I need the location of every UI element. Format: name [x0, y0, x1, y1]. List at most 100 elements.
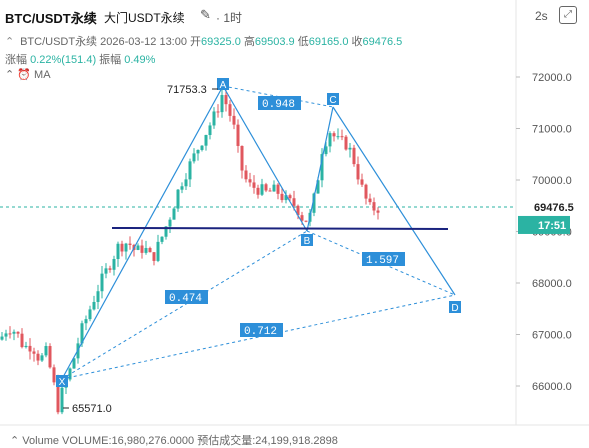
candle-body [296, 205, 300, 216]
candle-body [152, 252, 156, 261]
candle-body [212, 111, 216, 126]
candle-body [204, 134, 208, 146]
candle-body [264, 184, 268, 191]
pattern-leg [306, 106, 334, 232]
pattern-point-badge [301, 234, 313, 246]
candle-body [184, 179, 188, 187]
candle-body [364, 184, 368, 199]
chart-header: BTC/USDT永续 大门USDT永续 ✎ · 1时 2s ⤢ [0, 0, 589, 30]
candle-body [228, 104, 232, 116]
candle-body [40, 355, 44, 361]
candle-body [164, 226, 168, 237]
candle-body [192, 153, 196, 162]
candle-body [128, 243, 132, 245]
chevron-up-icon[interactable]: ⌃ [5, 36, 15, 48]
symbol-title[interactable]: BTC/USDT永续 [5, 11, 97, 26]
timeframe-label[interactable]: · 1时 [216, 11, 243, 25]
pattern-leg [61, 85, 224, 380]
support-line [111, 227, 449, 230]
candle-body [292, 198, 296, 206]
ratio-bc-d-tag-bg [362, 252, 405, 266]
chart-grid [0, 0, 589, 426]
candle-body [236, 124, 240, 146]
price-tick-label: 66000.0 [532, 381, 572, 393]
candle-body [20, 333, 24, 348]
candle-body [84, 319, 88, 324]
candle-body [48, 346, 52, 368]
candle-body [312, 193, 316, 213]
indicator-legend: ⌃ ⏰ MA [5, 68, 51, 81]
chevron-up-icon[interactable]: ⌃ [5, 69, 15, 81]
candle-body [376, 210, 380, 213]
pattern-lines [61, 85, 456, 380]
change-label: 涨幅 [5, 54, 27, 66]
pattern-point-label: C [329, 95, 336, 106]
close-label: 收 [351, 36, 363, 48]
change-value: 0.22%(151.4) [30, 54, 97, 66]
candle-body [300, 215, 304, 221]
pattern-point-label: X [59, 377, 66, 388]
amplitude-label: 振幅 [99, 54, 122, 66]
candle-body [176, 189, 180, 209]
price-tick-label: 70000.0 [532, 175, 572, 187]
pattern-point-label: D [451, 303, 458, 314]
candle-body [60, 387, 64, 413]
candle-body [356, 164, 360, 180]
candle-body [304, 220, 308, 222]
candle-body [208, 125, 212, 135]
candle-body [108, 268, 112, 270]
high-value: 69503.9 [254, 36, 295, 48]
pattern-labels: X A B C D 0.948 1.597 0.474 0.712 71753.3 65571.0 [56, 78, 461, 415]
high-label: 高 [243, 36, 255, 48]
volume-legend: ⌃ Volume VOLUME:16,980,276.0000 预估成交量:24… [10, 432, 338, 448]
candle-body [340, 136, 344, 138]
candle-body [68, 368, 72, 380]
ratio-xa-b-tag-bg [165, 290, 208, 304]
candle-body [348, 147, 352, 150]
indicator-ma[interactable]: MA [34, 69, 51, 81]
edit-icon[interactable]: ✎ [200, 7, 211, 22]
pattern-point-badge [56, 375, 68, 387]
candle-body [104, 268, 108, 274]
alarm-icon[interactable]: ⏰ [17, 69, 31, 81]
candle-body [280, 193, 284, 201]
chevron-up-icon[interactable]: ⌃ [10, 435, 20, 447]
candle-body [352, 147, 356, 165]
candle-body [36, 353, 40, 361]
candle-body [232, 115, 236, 125]
candle-body [140, 245, 144, 253]
candle-body [220, 95, 224, 113]
candle-body [276, 184, 280, 194]
candle-body [52, 367, 56, 383]
candle-body [368, 198, 372, 203]
price-axis: 72000.071000.070000.069000.068000.067000… [516, 72, 574, 393]
low-value: 69165.0 [308, 36, 349, 48]
expand-icon[interactable]: ⤢ [559, 6, 577, 24]
candle-body [344, 136, 348, 150]
candle-body [96, 291, 100, 302]
ratio-ab-c-tag-bg [258, 96, 301, 110]
candle-body [168, 219, 172, 227]
ohlc-symbol: BTC/USDT永续 [20, 36, 98, 48]
pattern-point-badge [217, 78, 229, 90]
bar-timer-tag-bg [518, 215, 570, 234]
candle-body [116, 243, 120, 260]
candle-body [244, 170, 248, 180]
candle-body [148, 248, 152, 253]
candle-body [180, 186, 184, 190]
countdown-label: 2s [535, 9, 548, 23]
current-price-tag-bg [518, 196, 570, 215]
candle-body [336, 136, 340, 138]
current-price-tag: 69476.5 [534, 202, 574, 214]
candle-body [260, 184, 264, 195]
pattern-ratio-line [61, 230, 308, 380]
candle-body [16, 331, 20, 334]
candle-body [124, 243, 128, 252]
volume-estimate: 预估成交量:24,199,918.2898 [197, 435, 338, 447]
candle-body [216, 111, 220, 113]
candle-body [272, 184, 276, 192]
candle-body [188, 161, 192, 180]
candles [0, 87, 380, 415]
pattern-leg [222, 85, 308, 232]
